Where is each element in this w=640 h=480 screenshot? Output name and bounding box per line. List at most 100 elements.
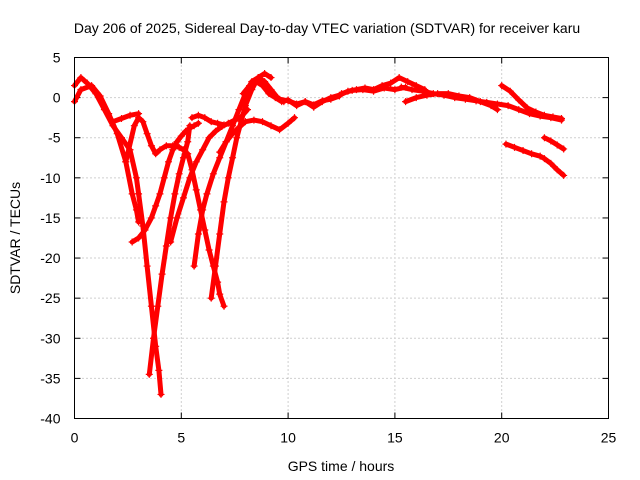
data-point [252,78,260,86]
data-point [258,82,266,90]
data-point [132,174,140,182]
y-tick-label: -20 [40,250,60,266]
data-point [179,194,187,202]
y-axis-label: SDTVAR / TECUs [7,182,23,294]
series-line [541,135,567,152]
data-point [239,90,247,98]
data-point [173,214,181,222]
data-point [192,158,200,166]
data-point [397,83,405,91]
data-point [235,106,243,114]
data-point [271,94,279,102]
series-track-10 [207,70,275,302]
data-point [246,82,254,90]
data-point [224,119,232,127]
data-point [145,370,153,378]
data-point [220,121,228,129]
data-point [135,218,143,226]
data-point [229,154,237,162]
series-track-8 [188,111,228,129]
data-point [147,214,155,222]
data-point [105,110,113,118]
series-line [72,75,164,397]
data-point [201,114,209,122]
data-point [402,98,410,106]
data-point [387,79,395,87]
data-point [560,171,568,179]
data-point [553,166,561,174]
data-point [126,111,134,119]
data-point [444,90,452,98]
data-point [250,116,258,124]
y-tick-label: -25 [40,290,60,306]
data-point [207,294,215,302]
data-point [506,87,514,95]
series-track-18 [502,140,568,179]
data-point [117,114,125,122]
y-tick-label: -15 [40,210,60,226]
data-point [205,134,213,142]
data-point [455,92,463,100]
series-track-12 [239,74,429,111]
data-point [201,226,209,234]
data-point [157,390,165,398]
data-point [186,174,194,182]
series-line [240,75,428,110]
data-point [487,102,495,110]
series-track-17 [498,82,566,122]
series-track-5 [128,119,202,246]
data-point [96,92,104,100]
data-point [528,150,536,158]
data-point [493,106,501,114]
data-point [412,94,420,102]
data-point [515,96,523,104]
x-tick-label: 20 [494,430,510,446]
data-point [284,97,292,105]
data-point [216,290,224,298]
data-point [359,86,367,94]
x-tick-label: 25 [601,430,617,446]
data-point [267,122,275,130]
data-point [370,87,378,95]
y-tick-label: -40 [40,411,60,427]
data-point [408,86,416,94]
data-point [547,159,555,167]
data-point [147,302,155,310]
data-point [241,118,249,126]
data-point [348,86,356,94]
series-track-6 [145,122,194,378]
series-line [110,111,142,125]
data-point [169,146,177,154]
data-point [156,146,164,154]
data-point [515,106,523,114]
data-point [327,95,335,103]
data-point [222,138,230,146]
data-point [152,202,160,210]
series-line [123,115,227,309]
data-point [147,142,155,150]
data-point [152,150,160,158]
data-point [276,95,284,103]
data-series [71,70,568,398]
data-point [261,78,269,86]
chart-title: Day 206 of 2025, Sidereal Day-to-day VTE… [74,20,580,36]
data-point [502,140,510,148]
data-point [130,122,138,130]
data-point [267,74,275,82]
data-point [511,143,519,151]
data-point [194,111,202,119]
data-point [301,98,309,106]
data-point [190,262,198,270]
data-point [504,102,512,110]
y-tick-label: -5 [48,130,61,146]
data-point [164,158,172,166]
series-track-13 [276,92,343,109]
x-axis-label: GPS time / hours [288,458,395,474]
data-point [560,145,568,153]
data-point [77,74,85,82]
data-point [171,190,179,198]
data-point [216,230,224,238]
data-point [540,134,548,142]
y-tick-label: -10 [40,170,60,186]
